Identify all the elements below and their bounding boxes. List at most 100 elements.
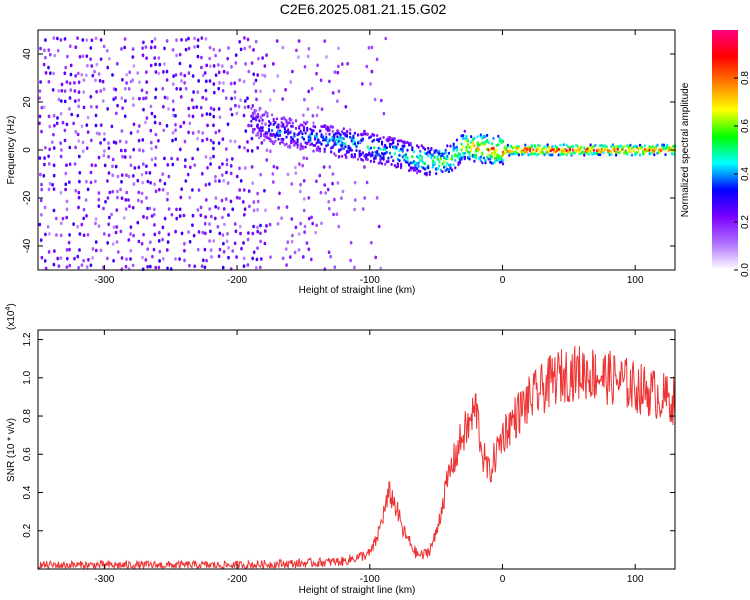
heatmap-cell	[390, 163, 393, 166]
heatmap-cell	[76, 225, 79, 229]
heatmap-cell	[275, 39, 279, 43]
heatmap-cell	[460, 142, 463, 146]
heatmap-cell	[115, 240, 119, 244]
heatmap-cell	[209, 138, 213, 143]
heatmap-cell	[183, 81, 186, 85]
heatmap-cell	[183, 249, 186, 253]
heatmap-cell	[167, 107, 170, 111]
heatmap-cell	[116, 174, 120, 179]
heatmap-cell	[288, 144, 291, 148]
heatmap-cell	[53, 249, 56, 253]
heatmap-cell	[86, 64, 89, 68]
heatmap-cell	[225, 239, 229, 244]
heatmap-cell	[490, 142, 493, 146]
heatmap-cell	[349, 258, 352, 263]
heatmap-cell	[302, 179, 306, 183]
heatmap-cell	[200, 264, 204, 268]
snr-y-tick-label: 1.2	[22, 332, 33, 346]
heatmap-cell	[107, 222, 110, 227]
snr-x-tick-label: -200	[227, 574, 247, 585]
heatmap-cell	[144, 258, 148, 262]
heatmap-cell	[337, 155, 341, 159]
heatmap-cell	[171, 162, 175, 167]
heatmap-cell	[67, 240, 71, 245]
heatmap-cell	[52, 146, 56, 150]
heatmap-cell	[298, 125, 301, 129]
heatmap-cell	[48, 147, 51, 152]
heatmap-cell	[131, 55, 135, 59]
heatmap-cell	[229, 139, 232, 143]
heatmap-cell	[128, 204, 131, 209]
heatmap-cell	[289, 255, 292, 259]
heatmap-cell	[417, 164, 420, 168]
heatmap-cell	[184, 179, 188, 183]
heatmap-cell	[337, 89, 341, 94]
heatmap-cell	[171, 131, 175, 135]
heatmap-cell	[40, 187, 43, 192]
heatmap-cell	[303, 224, 307, 229]
heatmap-cell	[227, 255, 230, 260]
heatmap-cell	[43, 162, 46, 167]
heatmap-cell	[133, 166, 137, 170]
heatmap-cell	[192, 233, 196, 238]
heatmap-cell	[158, 230, 161, 235]
heatmap-cell	[361, 158, 364, 162]
heatmap-cell	[235, 174, 239, 179]
heatmap-cell	[353, 142, 356, 146]
colorbar: 0.0 0.2 0.4 0.6 0.8 Normalized spectral ampl…	[680, 30, 750, 277]
heatmap-y-tick-label: -20	[22, 190, 33, 205]
heatmap-cell	[196, 90, 200, 94]
heatmap-cell	[486, 155, 489, 159]
heatmap-cell	[129, 249, 133, 253]
heatmap-cell	[145, 56, 148, 60]
heatmap-cell	[48, 181, 52, 186]
heatmap-cell	[107, 155, 110, 159]
heatmap-cell	[154, 265, 157, 270]
heatmap-cell	[390, 155, 393, 159]
heatmap-cell	[59, 233, 63, 238]
heatmap-cell	[336, 129, 339, 133]
heatmap-cell	[271, 140, 274, 143]
heatmap-cell	[334, 154, 337, 157]
heatmap-cell	[73, 162, 77, 166]
heatmap-cell	[153, 207, 156, 212]
heatmap-cell	[375, 57, 379, 62]
heatmap-cell	[438, 149, 441, 153]
heatmap-cell	[242, 264, 246, 268]
heatmap-cell	[271, 172, 275, 176]
heatmap-cell	[125, 72, 128, 77]
heatmap-cell	[149, 104, 153, 109]
heatmap-cell	[68, 81, 72, 86]
heatmap-cell	[230, 96, 233, 101]
heatmap-cell	[416, 171, 419, 175]
heatmap-cell	[261, 118, 264, 122]
heatmap-cell	[124, 207, 128, 211]
heatmap-cell	[367, 46, 371, 50]
heatmap-cell	[324, 132, 328, 136]
heatmap-cell	[261, 129, 264, 132]
heatmap-cell	[165, 78, 169, 82]
heatmap-cell	[150, 146, 153, 151]
heatmap-cell	[281, 45, 285, 50]
heatmap-cell	[337, 64, 340, 69]
heatmap-cell	[223, 222, 226, 227]
heatmap-cell	[238, 166, 241, 171]
heatmap-cell	[357, 133, 360, 137]
heatmap-cell	[328, 128, 331, 132]
heatmap-cell	[293, 250, 297, 255]
heatmap-cell	[212, 239, 215, 243]
heatmap-cell	[77, 195, 81, 200]
heatmap-cell	[256, 115, 259, 119]
heatmap-cell	[141, 138, 145, 142]
heatmap-cell	[435, 149, 438, 152]
heatmap-cell	[373, 146, 376, 150]
heatmap-cell	[239, 98, 242, 102]
heatmap-cell	[301, 163, 304, 168]
heatmap-cell	[150, 39, 154, 44]
heatmap-cell	[551, 145, 554, 149]
heatmap-cell	[379, 154, 382, 158]
heatmap-cell	[123, 37, 127, 41]
heatmap-cell	[192, 90, 195, 94]
heatmap-cell	[468, 154, 471, 158]
heatmap-cell	[377, 224, 381, 229]
